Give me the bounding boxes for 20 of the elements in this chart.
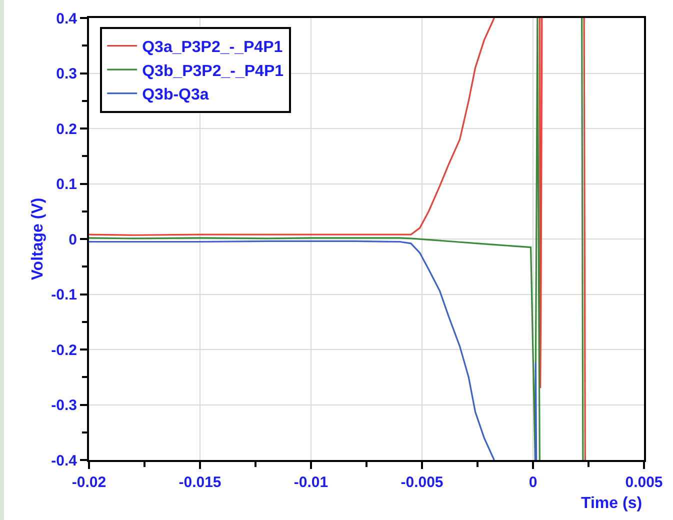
y-axis-title: Voltage (V) <box>30 198 47 280</box>
legend-label: Q3b_P3P2_-_P4P1 <box>142 62 284 80</box>
y-tick-label: 0.1 <box>56 176 77 193</box>
y-tick-label: 0 <box>68 231 77 248</box>
y-tick-label: -0.3 <box>51 397 77 414</box>
x-tick-label: -0.015 <box>178 474 222 491</box>
x-tick-label: -0.005 <box>400 474 444 491</box>
y-tick-label: -0.4 <box>51 452 78 470</box>
y-tick-label: -0.1 <box>51 286 77 304</box>
y-tick-label: 0.4 <box>56 10 78 28</box>
x-tick-label: -0.02 <box>72 474 106 491</box>
x-tick-label: 0 <box>528 474 538 491</box>
y-tick-label: 0.3 <box>56 66 77 82</box>
x-axis-title: Time (s) <box>581 495 642 512</box>
y-tick-label: 0.2 <box>56 120 77 138</box>
x-tick-label: -0.01 <box>294 474 328 491</box>
x-tick-label: 0.005 <box>625 474 663 491</box>
y-tick-label: -0.2 <box>51 342 77 359</box>
legend-label: Q3b-Q3a <box>142 86 209 104</box>
legend-label: Q3a_P3P2_-_P4P1 <box>142 38 283 56</box>
